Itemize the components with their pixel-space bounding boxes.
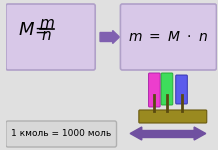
Text: $\mathit{m}$: $\mathit{m}$ xyxy=(39,15,54,30)
Text: $\mathit{n}$: $\mathit{n}$ xyxy=(41,28,52,44)
Polygon shape xyxy=(194,127,206,140)
Text: $\mathit{m}\ =\ \mathit{M}\ \cdot\ \mathit{n}$: $\mathit{m}\ =\ \mathit{M}\ \cdot\ \math… xyxy=(128,30,208,44)
FancyBboxPatch shape xyxy=(6,4,95,70)
FancyBboxPatch shape xyxy=(161,73,173,105)
Polygon shape xyxy=(130,127,142,140)
Text: 1 кмоль = 1000 моль: 1 кмоль = 1000 моль xyxy=(11,129,111,138)
FancyBboxPatch shape xyxy=(6,121,117,147)
FancyBboxPatch shape xyxy=(120,4,216,70)
Text: $\mathit{M}$: $\mathit{M}$ xyxy=(18,21,35,39)
Text: $=$: $=$ xyxy=(31,21,49,39)
FancyBboxPatch shape xyxy=(176,75,187,104)
FancyBboxPatch shape xyxy=(148,73,160,107)
FancyBboxPatch shape xyxy=(139,110,207,123)
FancyArrow shape xyxy=(100,30,119,44)
